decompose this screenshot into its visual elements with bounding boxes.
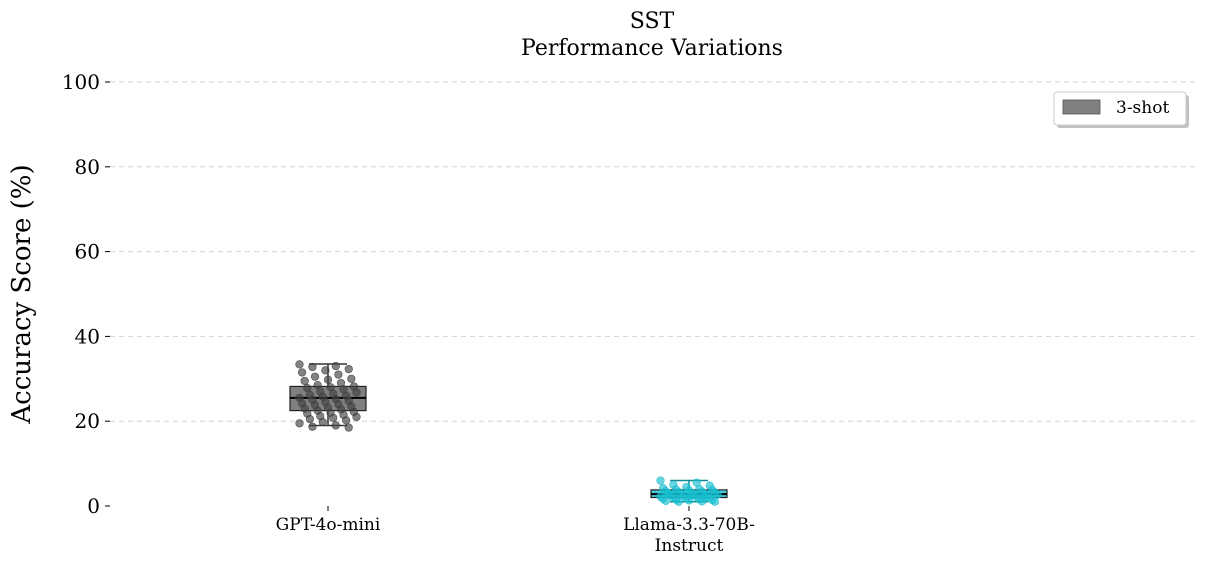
y-tick-label: 60	[75, 240, 100, 264]
data-point	[305, 414, 314, 424]
data-point	[342, 416, 351, 425]
data-point	[295, 419, 304, 428]
data-point	[687, 491, 696, 500]
data-point	[310, 372, 320, 381]
x-tick-label: Instruct	[655, 536, 724, 556]
data-point	[300, 376, 309, 386]
data-point	[308, 362, 317, 372]
data-point	[318, 417, 327, 427]
data-point	[321, 366, 330, 375]
y-tick-label: 20	[75, 409, 100, 433]
data-point	[344, 364, 353, 374]
data-point	[710, 497, 720, 506]
data-point	[674, 497, 683, 506]
data-point	[347, 374, 356, 383]
data-point	[331, 421, 340, 430]
data-point	[308, 422, 317, 431]
data-point	[303, 384, 312, 393]
data-point	[344, 423, 353, 432]
data-point	[295, 360, 304, 369]
data-point	[297, 368, 307, 377]
x-tick-label: GPT-4o-mini	[276, 515, 381, 535]
y-tick-label: 80	[75, 155, 100, 179]
y-tick-label: 100	[62, 70, 100, 94]
gridlines	[110, 81, 1197, 422]
data-point	[329, 413, 338, 422]
chart-subtitle: Performance Variations	[521, 36, 783, 61]
y-axis-ticks: 0 20 40 60 80 100	[62, 70, 110, 518]
x-tick-label: Llama-3.3-70B-	[623, 515, 755, 535]
y-tick-label: 40	[75, 324, 100, 348]
legend: 3-shot	[1053, 91, 1189, 128]
data-point	[713, 490, 722, 499]
data-point	[700, 493, 709, 502]
data-point	[334, 370, 343, 379]
y-axis-label: Accuracy Score (%)	[7, 164, 37, 424]
legend-swatch	[1062, 99, 1101, 115]
data-point	[661, 496, 670, 506]
data-point	[331, 361, 340, 371]
data-point	[323, 375, 333, 384]
jitter-points	[295, 360, 722, 506]
data-point	[352, 388, 361, 397]
data-point	[656, 476, 665, 485]
data-point	[664, 489, 673, 498]
chart-title: SST	[630, 9, 675, 34]
y-tick-label: 0	[87, 494, 100, 518]
x-axis-ticks: GPT-4o-mini Llama-3.3-70B-Instruct	[276, 506, 755, 556]
legend-entry-3-shot: 3-shot	[1116, 98, 1169, 118]
data-point	[352, 412, 361, 422]
